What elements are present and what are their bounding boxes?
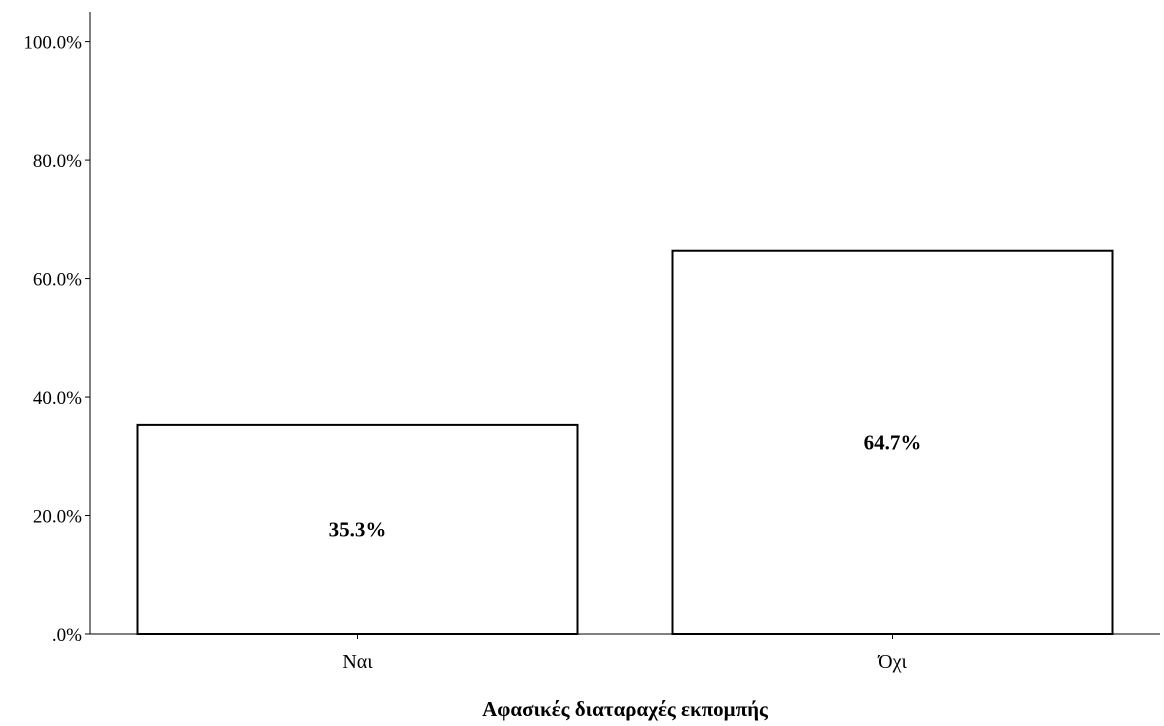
y-axis-ticks: .0% 20.0% 40.0% 60.0% 80.0% 100.0% (23, 33, 90, 646)
bar-data-label: 35.3% (329, 517, 387, 541)
x-tick-label: Ναι (342, 651, 373, 673)
y-tick-label: 100.0% (23, 33, 82, 54)
data-labels: 35.3% 64.7% (329, 430, 922, 541)
x-axis-title: Αφασικές διαταραχές εκπομπής (482, 697, 769, 721)
y-tick-label: 80.0% (33, 151, 82, 172)
y-tick-label: 40.0% (33, 388, 82, 409)
bar (671, 249, 1114, 635)
x-axis-ticks: Ναι Όχι (342, 634, 907, 673)
y-tick-label: .0% (52, 625, 82, 646)
x-tick-label: Όχι (877, 651, 907, 673)
y-tick-label: 60.0% (33, 270, 82, 291)
bars (136, 249, 1114, 635)
y-tick-label: 20.0% (33, 507, 82, 528)
bar-data-label: 64.7% (864, 430, 922, 454)
